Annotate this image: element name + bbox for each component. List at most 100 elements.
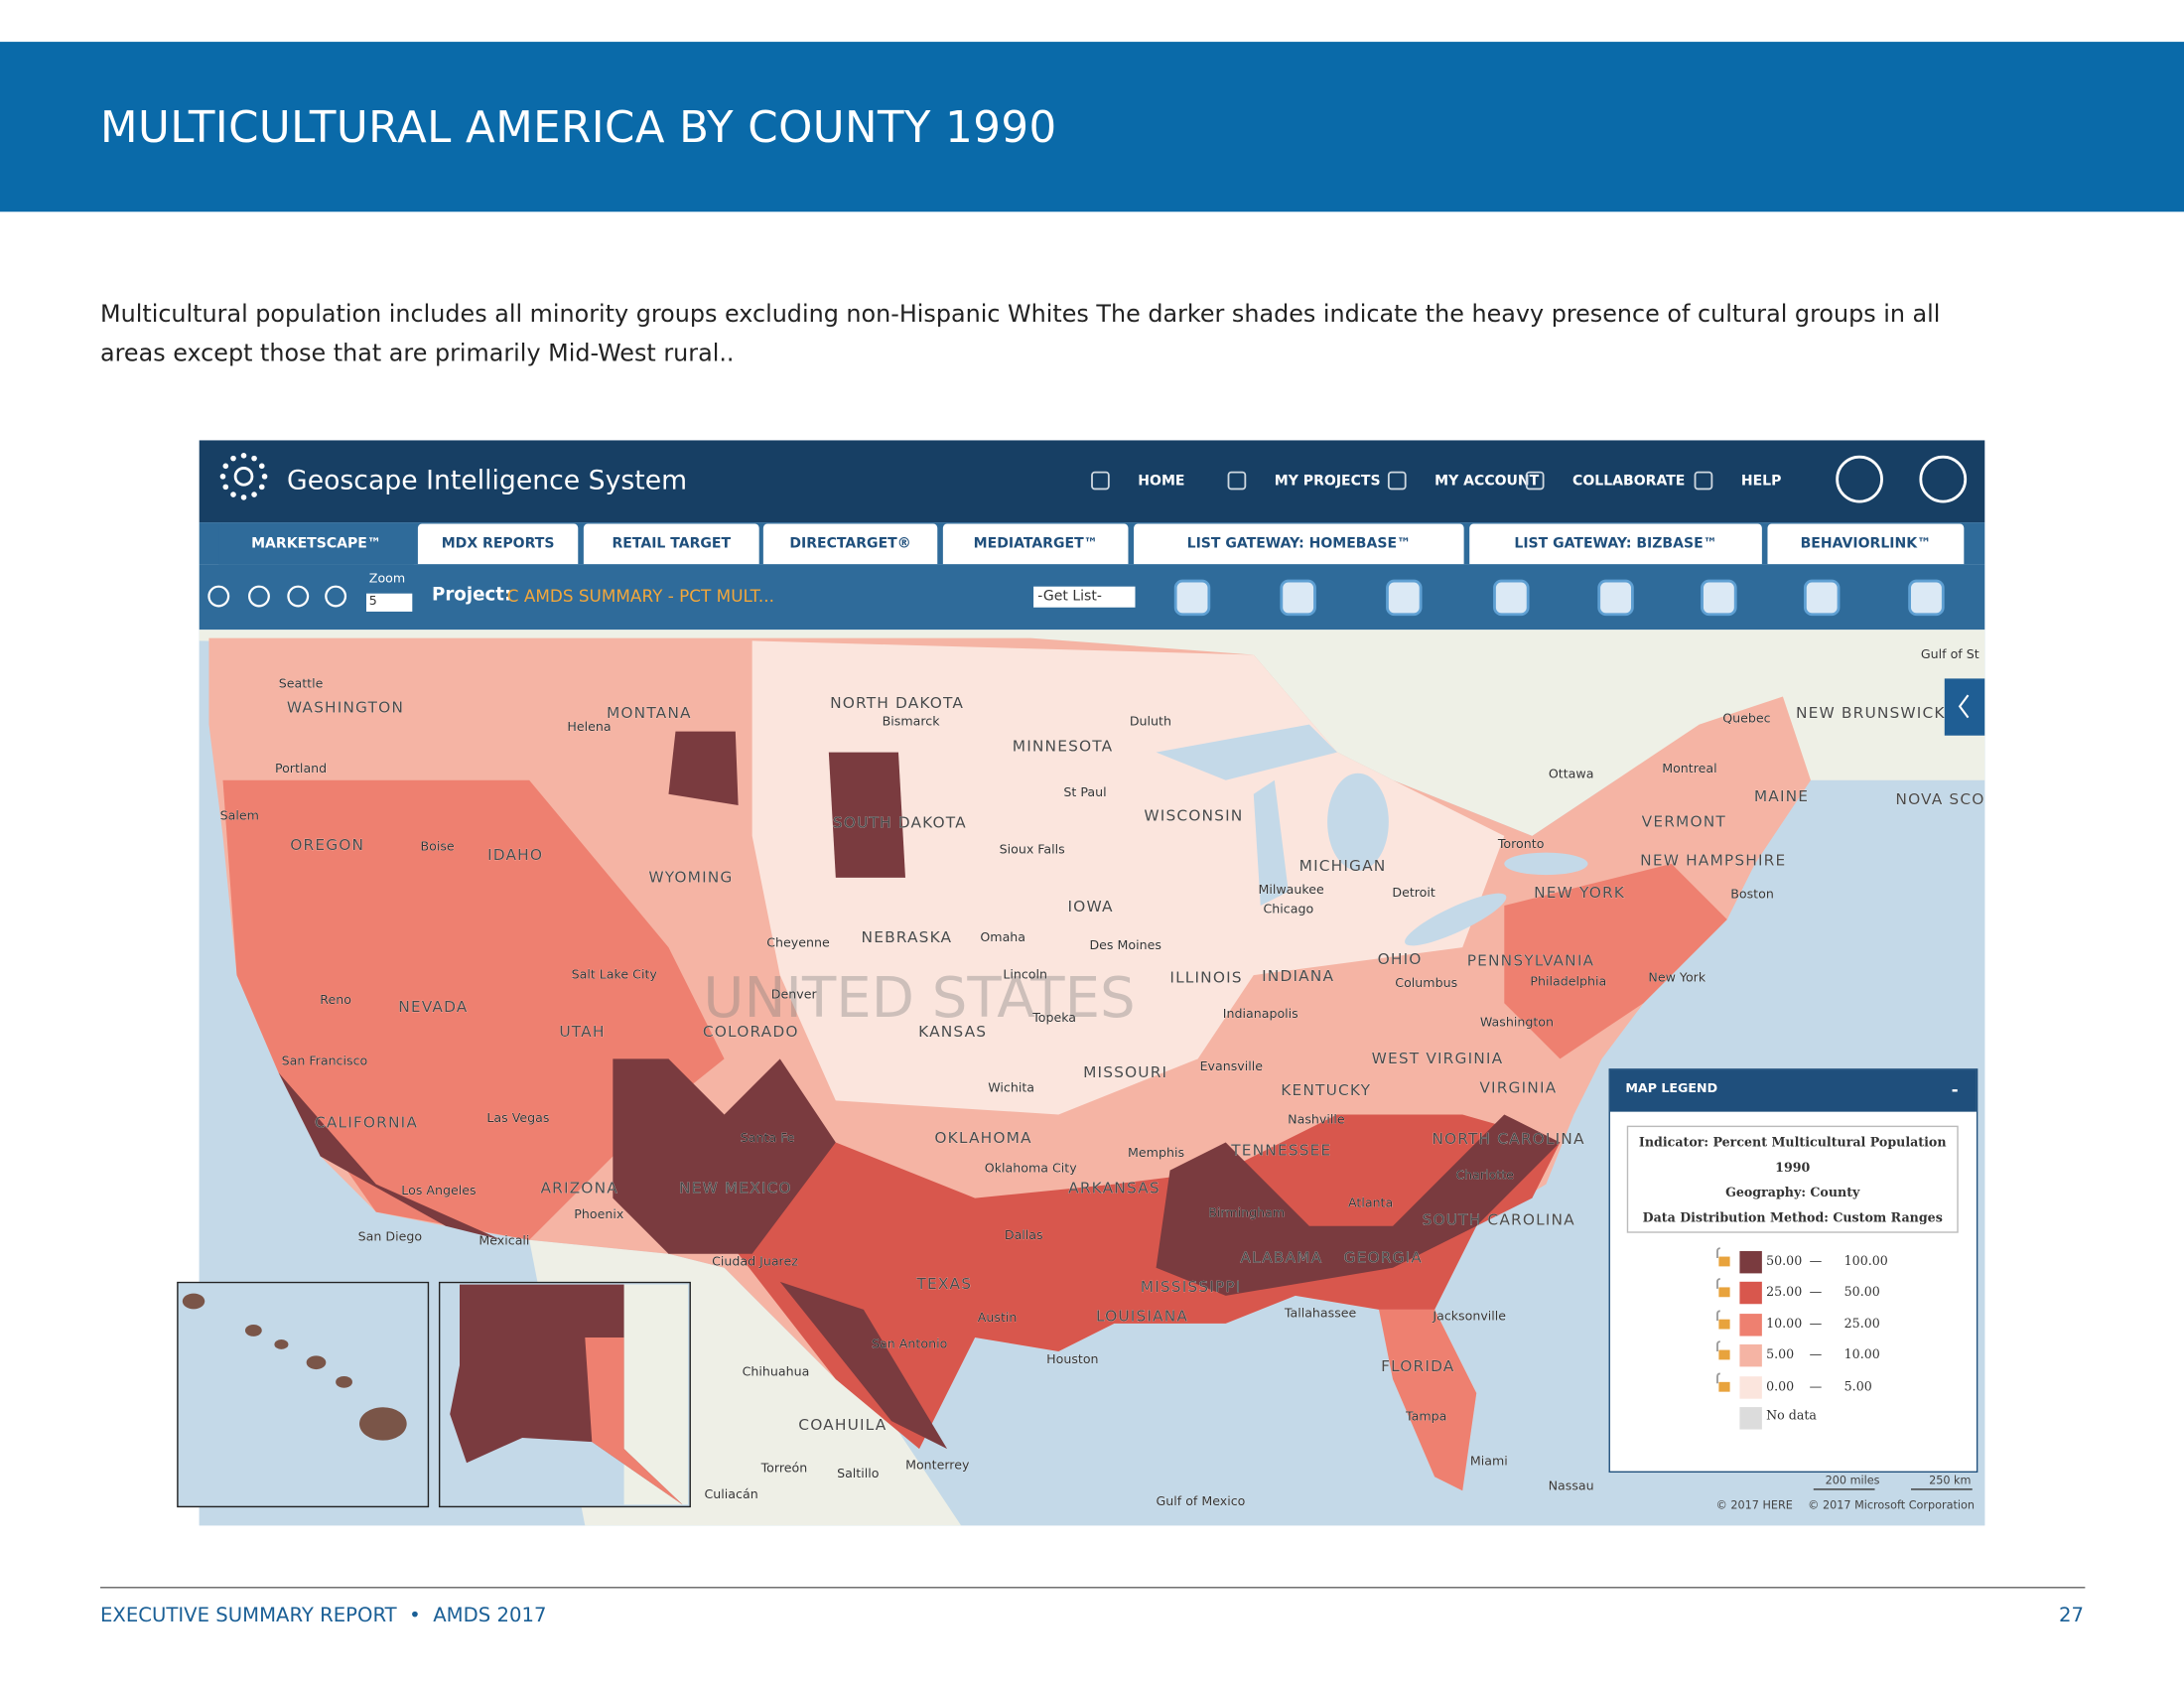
logo-dot [258, 463, 265, 470]
map-label: Washington [1480, 1014, 1554, 1029]
toolbar-button [1173, 579, 1211, 617]
lock-shackle [1716, 1247, 1720, 1258]
lock-shackle [1716, 1340, 1720, 1352]
collapse-panel-button[interactable] [1944, 678, 1985, 736]
logo-dot [219, 474, 226, 480]
map-label: Philadelphia [1530, 974, 1606, 989]
legend-range-to: 100.00 [1843, 1255, 1888, 1270]
tab[interactable]: RETAIL TARGET [583, 523, 759, 565]
tool-icon-shape [287, 585, 310, 608]
map-label: OKLAHOMA [934, 1129, 1031, 1147]
map-label: St Paul [1063, 784, 1106, 799]
lock-icon [1716, 1278, 1730, 1298]
toolbar-button [1908, 579, 1945, 617]
nav-icon [1694, 471, 1713, 491]
legend-range-dash: — [1809, 1255, 1823, 1270]
map-label: GEORGIA [1344, 1248, 1423, 1266]
alaska-east [585, 1337, 683, 1505]
tab[interactable]: LIST GATEWAY: BIZBASE™ [1469, 523, 1762, 565]
map-label: FLORIDA [1381, 1357, 1454, 1375]
hawaii-island [336, 1375, 352, 1388]
tab[interactable]: BEHAVIORLINK™ [1767, 523, 1965, 565]
map-label: San Antonio [872, 1336, 948, 1350]
tab[interactable]: MEDIATARGET™ [942, 523, 1129, 565]
collapse-chevron [1958, 694, 1970, 719]
map-label: Charlotte [1455, 1168, 1514, 1183]
map-label: Memphis [1128, 1145, 1184, 1160]
map-label: PENNSYLVANIA [1467, 952, 1594, 970]
nav-item: MY PROJECTS [1274, 474, 1381, 490]
map-label: Nashville [1288, 1112, 1345, 1127]
map-label: Detroit [1392, 885, 1435, 900]
map-label: Ciudad Juarez [712, 1254, 798, 1269]
map-label: COLORADO [703, 1023, 799, 1041]
map-label: Saltillo [837, 1466, 880, 1480]
tab[interactable]: MDX REPORTS [417, 523, 579, 565]
region-west [222, 779, 725, 1240]
map-label: Quebec [1722, 710, 1770, 725]
intro-text: Multicultural population includes all mi… [100, 301, 1941, 330]
map-watermark: UNITED STATES [703, 966, 1135, 1031]
zoom-select: 5 [366, 593, 413, 612]
map-label: Denver [771, 986, 818, 1001]
map-label: Oklahoma City [985, 1161, 1077, 1176]
map-label: IOWA [1068, 898, 1114, 915]
lock-icon [1716, 1247, 1730, 1267]
region-california-dark [278, 1072, 502, 1240]
nav-icon-shape [1227, 471, 1247, 491]
region-florida [1379, 1309, 1477, 1491]
map-label: Helena [567, 719, 611, 734]
legend-range-dash: — [1809, 1286, 1823, 1301]
legend-swatch [1739, 1313, 1762, 1337]
nav-icon [1525, 471, 1545, 491]
legend-range-dash: — [1809, 1348, 1823, 1363]
map-credit: © 2017 Microsoft Corporation [1808, 1499, 1975, 1512]
map-label: Cheyenne [766, 934, 830, 949]
legend-range-to: 5.00 [1843, 1379, 1872, 1394]
lock-icon [1716, 1371, 1730, 1392]
map-label: INDIANA [1262, 967, 1334, 985]
footer-left: EXECUTIVE SUMMARY REPORT • AMDS 2017 [100, 1605, 547, 1627]
map-label: Lincoln [1003, 967, 1047, 982]
map-label: Seattle [279, 675, 324, 690]
map-label: Las Vegas [486, 1110, 549, 1125]
map-label: Sioux Falls [1000, 841, 1065, 856]
logo-dot [222, 484, 229, 491]
map-label: Montreal [1662, 761, 1716, 775]
logo-dot [251, 455, 257, 462]
footer-page: 27 [2058, 1605, 2084, 1627]
toolbar-button [1597, 579, 1634, 617]
hawaii-island [182, 1293, 205, 1310]
map-label: Phoenix [574, 1206, 624, 1221]
map-label: KENTUCKY [1281, 1081, 1371, 1099]
map-label: Omaha [980, 929, 1025, 944]
map-label: TEXAS [915, 1275, 972, 1293]
tab[interactable]: MARKETSCAPE™ [218, 523, 414, 565]
legend-range-dash: — [1809, 1318, 1823, 1333]
map-label: Duluth [1130, 713, 1171, 728]
tab[interactable]: DIRECTARGET® [762, 523, 938, 565]
get-list-select[interactable]: -Get List- [1033, 586, 1136, 608]
map-label: ILLINOIS [1169, 968, 1242, 986]
legend-swatch [1739, 1344, 1762, 1367]
logo-dot [230, 492, 236, 497]
lock-body [1718, 1381, 1730, 1392]
map-label: COAHUILA [798, 1416, 887, 1434]
tab[interactable]: LIST GATEWAY: HOMEBASE™ [1134, 523, 1464, 565]
legend-info-line: Indicator: Percent Multicultural Populat… [1638, 1136, 1947, 1151]
legend-collapse[interactable]: - [1951, 1079, 1959, 1100]
nav-icon [1227, 471, 1247, 491]
map-label: MISSOURI [1083, 1063, 1167, 1081]
legend-no-data: No data [1766, 1409, 1817, 1424]
map-label: Mexicali [478, 1233, 529, 1248]
map-label: MISSISSIPPI [1141, 1278, 1242, 1296]
map-label: Chihuahua [743, 1364, 810, 1379]
legend-range-dash: — [1809, 1379, 1823, 1394]
map-label: Portland [275, 761, 327, 775]
lock-shackle [1716, 1371, 1720, 1383]
toolbar-button-shape [1280, 579, 1316, 617]
map-label: Ottawa [1549, 767, 1594, 781]
hawaii-island [244, 1325, 262, 1337]
map-label: Atlanta [1348, 1196, 1393, 1210]
map-label: Evansville [1200, 1058, 1264, 1073]
